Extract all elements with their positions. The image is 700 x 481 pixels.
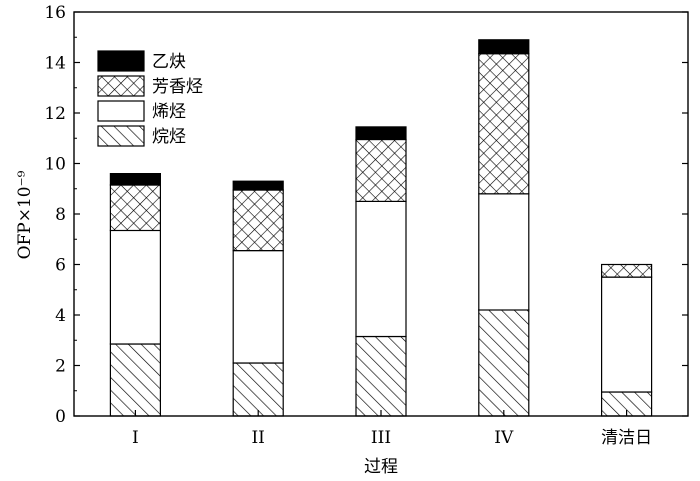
bar-segment <box>600 276 653 393</box>
y-tick-label: 10 <box>44 155 66 175</box>
y-tick-label: 0 <box>55 407 66 427</box>
bar-segment <box>478 193 530 311</box>
y-tick-label: 4 <box>55 306 66 326</box>
y-axis-title: OFP×10⁻⁹ <box>15 170 35 259</box>
x-tick-label: I <box>132 428 139 448</box>
x-tick-label: 清洁日 <box>601 428 652 448</box>
legend-swatch <box>97 125 145 147</box>
legend-label: 乙炔 <box>152 52 186 72</box>
bar-segment <box>232 362 284 417</box>
bar-segment <box>232 250 284 364</box>
legend-label: 烷烃 <box>152 127 186 147</box>
x-tick-label: III <box>371 428 391 448</box>
bar-segment <box>109 184 162 232</box>
y-tick-label: 16 <box>44 3 66 23</box>
y-tick-label: 6 <box>55 256 66 276</box>
bar-segment <box>478 39 530 55</box>
legend-swatch <box>97 75 145 97</box>
bar-segment <box>355 126 407 141</box>
y-tick-label: 12 <box>44 104 66 124</box>
bar-segment <box>355 335 407 417</box>
x-axis-title: 过程 <box>364 457 398 477</box>
legend-label: 芳香烃 <box>152 77 203 97</box>
bar-segment <box>109 229 162 345</box>
x-tick-label: IV <box>494 428 514 448</box>
bar-segment <box>478 309 530 417</box>
bar-segment <box>109 173 162 186</box>
bar-segment <box>232 180 284 191</box>
y-tick-label: 2 <box>55 357 66 377</box>
legend-swatch <box>97 100 145 122</box>
bar-segment <box>355 138 407 203</box>
x-tick-label: II <box>251 428 264 448</box>
legend-label: 烯烃 <box>152 102 186 122</box>
bar-segment <box>109 343 162 417</box>
bars-group <box>109 39 653 417</box>
legend-swatch <box>97 50 145 72</box>
y-tick-label: 14 <box>44 54 66 74</box>
bar-segment <box>232 189 284 252</box>
bar-segment <box>600 263 653 278</box>
bar-segment <box>355 200 407 338</box>
bar-segment <box>478 53 530 195</box>
y-tick-label: 8 <box>55 205 66 225</box>
